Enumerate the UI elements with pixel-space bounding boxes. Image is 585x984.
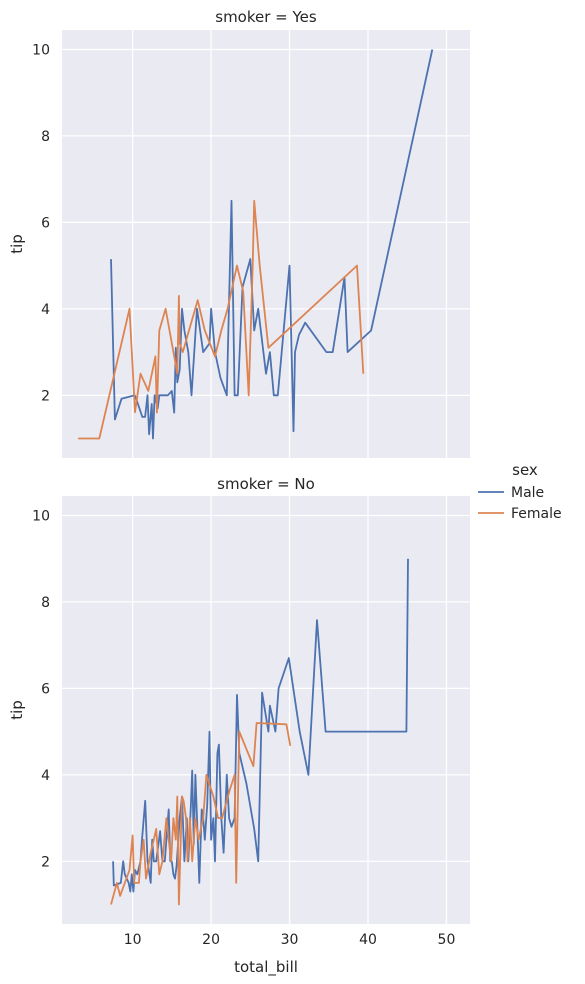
- plot-area: [62, 496, 470, 924]
- legend-title: sex: [512, 461, 538, 479]
- legend-label: Female: [511, 506, 562, 522]
- panel-smoker-yes: 2 4 6 8 10 smoker = Yes tip: [8, 8, 470, 458]
- x-tick-label: 20: [202, 932, 220, 948]
- x-tick-labels: 10 20 30 40 50: [124, 932, 456, 948]
- y-tick-labels: 2 4 6 8 10: [32, 42, 50, 404]
- y-tick-label: 6: [41, 681, 50, 697]
- panel-title: smoker = Yes: [215, 8, 317, 26]
- y-tick-label: 6: [41, 215, 50, 231]
- y-tick-labels: 2 4 6 8 10: [32, 508, 50, 870]
- y-axis-label: tip: [8, 700, 26, 720]
- series-line-male: [110, 49, 434, 440]
- plot-area: [62, 30, 470, 458]
- y-tick-label: 2: [41, 854, 50, 870]
- y-axis-label: tip: [8, 234, 26, 254]
- series-layer: [78, 49, 434, 440]
- series-line-female: [78, 199, 365, 440]
- y-tick-label: 4: [41, 768, 50, 784]
- x-tick-label: 40: [359, 932, 377, 948]
- legend: sex Male Female: [478, 461, 562, 522]
- panel-smoker-no: 2 4 6 8 10 10 20 30 40 50 smoker = No tip total_…: [8, 475, 470, 977]
- y-tick-label: 4: [41, 302, 50, 318]
- legend-entry-male: Male: [478, 485, 544, 501]
- series-layer: [110, 558, 409, 906]
- legend-entry-female: Female: [478, 506, 562, 522]
- y-tick-label: 2: [41, 388, 50, 404]
- panel-title: smoker = No: [217, 475, 315, 493]
- x-tick-label: 30: [281, 932, 299, 948]
- x-gridlines: [131, 30, 448, 458]
- y-tick-label: 8: [41, 595, 50, 611]
- y-tick-label: 10: [32, 42, 50, 58]
- x-gridlines: [131, 496, 448, 924]
- y-tick-label: 10: [32, 508, 50, 524]
- series-line-female: [110, 722, 292, 906]
- y-tick-label: 8: [41, 129, 50, 145]
- x-tick-label: 50: [438, 932, 456, 948]
- x-tick-label: 10: [124, 932, 142, 948]
- legend-label: Male: [511, 485, 544, 501]
- x-axis-label: total_bill: [234, 958, 298, 977]
